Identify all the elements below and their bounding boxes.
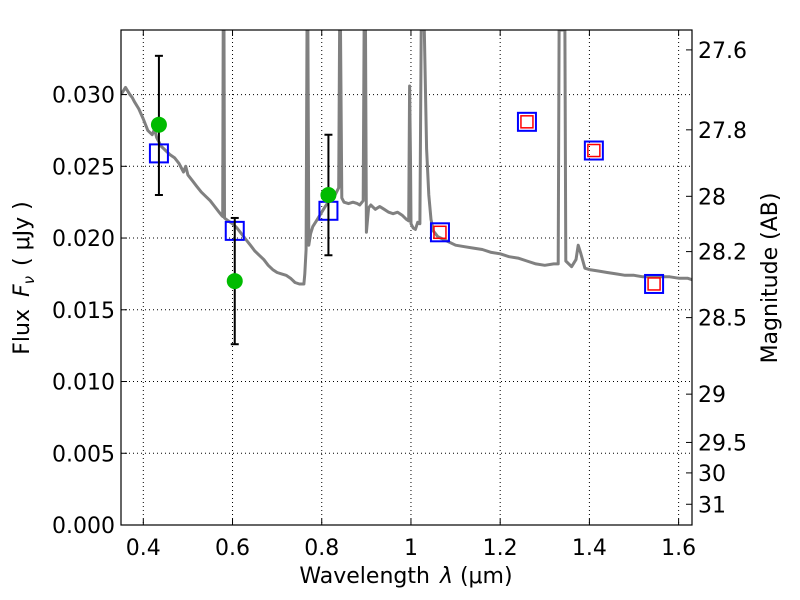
y-left-tick-label: 0.005 [52, 442, 115, 467]
y-left-tick-label: 0.015 [52, 299, 115, 324]
x-tick-label: 1.2 [483, 536, 518, 561]
model-flux-square [644, 273, 665, 294]
y-left-tick-label: 0.020 [52, 227, 115, 252]
model-flux-square [429, 222, 450, 243]
upper-limit-square [520, 115, 534, 129]
x-axis-title-symbol: λ [439, 564, 453, 589]
model-flux-square [516, 111, 537, 132]
x-tick-label: 1 [404, 536, 418, 561]
y-right-tick-label: 28.5 [698, 307, 747, 332]
model-flux-square [583, 140, 604, 161]
plot-series [121, 30, 692, 286]
upper-limit-square [647, 277, 661, 291]
observed-flux-point [320, 187, 337, 203]
x-tick-label: 1.4 [572, 536, 607, 561]
x-axis-title: Wavelength λ (μm) [299, 564, 512, 589]
x-tick-label: 0.4 [126, 536, 161, 561]
y-right-tick-label: 29.5 [698, 431, 747, 456]
y-right-tick-label: 29 [698, 383, 726, 408]
y-axis-left-title-text: Flux [10, 309, 35, 355]
y-left-tick-label: 0.000 [52, 514, 115, 539]
axis-ticks: 0.4 0.6 0.8 1 1.2 1.4 1.6 0.000 0.005 0.010 0.015 0… [52, 30, 747, 561]
observed-flux-point [226, 273, 243, 290]
y-axis-left-title: Flux Fν ( μJy ) [10, 201, 38, 354]
y-axis-left-title-symbol: F [10, 284, 35, 297]
upper-limit-square [433, 225, 447, 240]
y-right-tick-label: 28 [698, 185, 726, 210]
grid-lines [121, 30, 692, 526]
y-right-tick-label: 27.6 [698, 39, 747, 64]
y-right-tick-label: 27.8 [698, 119, 747, 144]
plot-frame [120, 29, 693, 526]
y-left-tick-label: 0.025 [52, 155, 115, 180]
y-axis-left-title-subscript: ν [20, 276, 38, 284]
x-tick-label: 1.6 [661, 536, 696, 561]
x-axis-title-unit: (μm) [460, 564, 513, 589]
x-tick-label: 0.8 [304, 536, 339, 561]
observed-flux-point [150, 116, 167, 133]
upper-limit-square [587, 143, 601, 158]
y-axis-left-title-unit: ( μJy ) [10, 201, 35, 266]
plot-markers [148, 54, 665, 346]
y-right-tick-label: 28.2 [698, 241, 747, 266]
y-left-tick-label: 0.030 [52, 84, 115, 109]
x-axis-title-text: Wavelength [299, 564, 430, 589]
y-left-tick-label: 0.010 [52, 371, 115, 396]
y-right-tick-label: 31 [698, 493, 726, 518]
y-right-tick-label: 30 [698, 462, 726, 487]
x-tick-label: 0.6 [215, 536, 250, 561]
template-spectrum-line [121, 30, 692, 286]
y-axis-right-title: Magnitude (AB) [758, 193, 783, 364]
